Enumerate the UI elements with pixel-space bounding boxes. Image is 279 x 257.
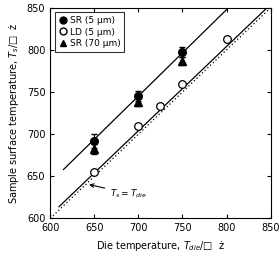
Y-axis label: Sample surface temperature, $T_s$/□  ż: Sample surface temperature, $T_s$/□ ż [7, 22, 21, 204]
Text: $T_s = T_{die}$: $T_s = T_{die}$ [90, 184, 147, 200]
X-axis label: Die temperature, $T_{die}$/□  ż: Die temperature, $T_{die}$/□ ż [96, 239, 225, 253]
Legend: SR (5 μm), LD (5 μm), SR (70 μm): SR (5 μm), LD (5 μm), SR (70 μm) [55, 12, 124, 52]
